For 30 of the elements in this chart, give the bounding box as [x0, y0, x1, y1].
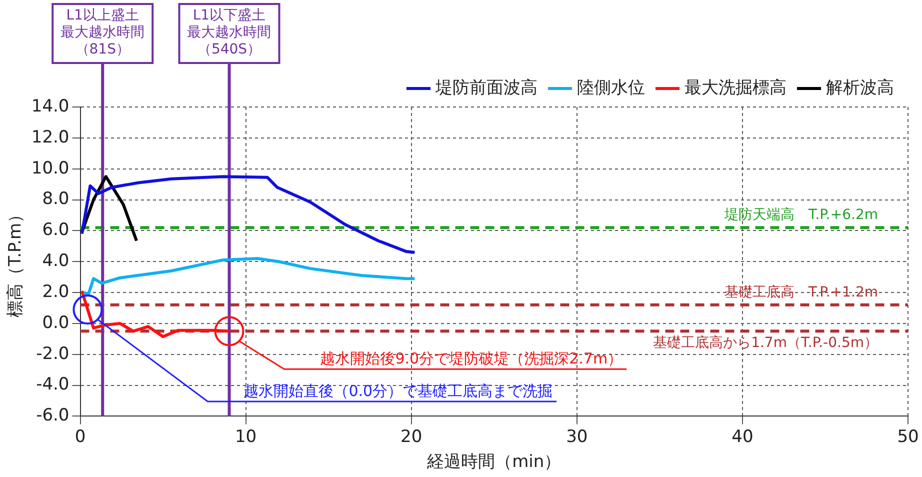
x-tick-label: 10 [234, 426, 257, 447]
y-tick-label: -6.0 [36, 406, 70, 426]
y-axis-title: 標高（T.P.m） [6, 206, 26, 318]
x-tick-label: 30 [566, 426, 588, 447]
y-tick-label: 8.0 [42, 189, 70, 210]
legend-label: 解析波高 [826, 78, 894, 98]
x-tick-label: 0 [74, 426, 86, 447]
y-tick-label: 14.0 [31, 96, 70, 116]
x-tick-label: 20 [400, 426, 422, 447]
annotation: 越水開始後9.0分で堤防破堤（洗掘深2.7m） [320, 350, 623, 368]
y-tick-label: 2.0 [42, 282, 70, 302]
legend-label: 最大洗掘標高 [684, 78, 786, 98]
y-tick-label: -2.0 [36, 344, 70, 364]
ref-line-label: L1以下盛土最大越水時間（540S） [187, 8, 272, 58]
ref-line-label: 基礎工底高から1.7m（T.P.-0.5m） [653, 334, 878, 351]
y-tick-label: 0.0 [42, 312, 70, 333]
legend-label: 陸側水位 [577, 78, 645, 98]
ref-line-label: 基礎工底高 T.P.+1.2m [724, 284, 878, 301]
x-tick-label: 40 [732, 426, 754, 447]
y-tick-label: 12.0 [31, 127, 70, 148]
legend-label: 堤防前面波高 [434, 78, 538, 98]
x-tick-label: 50 [897, 426, 919, 447]
ref-line-label: 堤防天端高 T.P.+6.2m [723, 207, 878, 224]
annotation: 越水開始直後（0.0分）で基礎工底高まで洗掘 [244, 382, 553, 400]
y-tick-label: 10.0 [31, 158, 70, 178]
y-tick-label: 6.0 [42, 220, 70, 240]
ref-line-label: L1以上盛土最大越水時間（81S） [60, 8, 145, 58]
y-tick-label: -4.0 [36, 374, 70, 395]
x-axis-title: 経過時間（min） [426, 452, 562, 472]
y-tick-label: 4.0 [42, 251, 70, 272]
